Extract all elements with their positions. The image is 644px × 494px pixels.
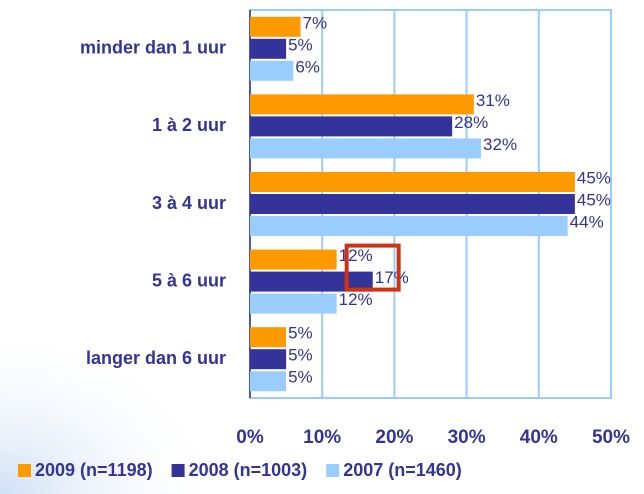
data-label: 32% — [483, 135, 517, 154]
data-label: 5% — [288, 368, 313, 387]
x-tick-label: 50% — [592, 427, 630, 448]
data-label: 5% — [288, 35, 313, 54]
bar — [250, 38, 287, 59]
bar — [250, 94, 474, 115]
bar — [250, 216, 568, 236]
x-tick-label: 30% — [448, 427, 486, 448]
bar — [250, 60, 294, 81]
bar — [250, 16, 301, 37]
legend-label: 2009 (n=1198) — [35, 460, 153, 480]
legend-swatch — [326, 464, 340, 477]
data-label: 44% — [570, 212, 604, 231]
y-tick-label: 1 à 2 uur — [152, 115, 226, 135]
data-label: 12% — [339, 246, 373, 265]
data-label: 5% — [288, 324, 313, 343]
data-label: 45% — [577, 168, 611, 187]
data-label: 12% — [339, 290, 373, 309]
y-tick-label: langer dan 6 uur — [86, 348, 226, 368]
legend-swatch — [18, 464, 31, 477]
bar — [250, 116, 453, 137]
x-tick-label: 0% — [236, 427, 264, 448]
data-label: 28% — [454, 113, 488, 132]
bar — [250, 172, 575, 192]
highlight-box — [344, 243, 401, 292]
data-label: 6% — [295, 57, 320, 76]
data-label: 45% — [577, 190, 611, 209]
bar — [250, 349, 287, 370]
legend-swatch — [171, 464, 185, 477]
bar — [250, 327, 287, 348]
bar — [250, 194, 575, 214]
bar — [250, 138, 482, 159]
bar — [250, 271, 373, 292]
bar — [250, 371, 287, 392]
y-tick-label: 5 à 6 uur — [152, 270, 226, 290]
data-label: 5% — [288, 346, 313, 365]
x-tick-label: 40% — [520, 427, 558, 448]
data-label: 31% — [476, 91, 510, 110]
y-tick-label: 3 à 4 uur — [152, 193, 226, 213]
x-tick-label: 10% — [303, 427, 341, 448]
x-tick-label: 20% — [375, 427, 413, 448]
bar — [250, 249, 337, 270]
bar — [250, 293, 337, 314]
legend-label: 2008 (n=1003) — [189, 460, 308, 480]
data-label: 7% — [303, 13, 328, 32]
y-tick-label: minder dan 1 uur — [80, 38, 226, 58]
data-label: 17% — [375, 268, 409, 287]
legend-label: 2007 (n=1460) — [343, 460, 462, 480]
